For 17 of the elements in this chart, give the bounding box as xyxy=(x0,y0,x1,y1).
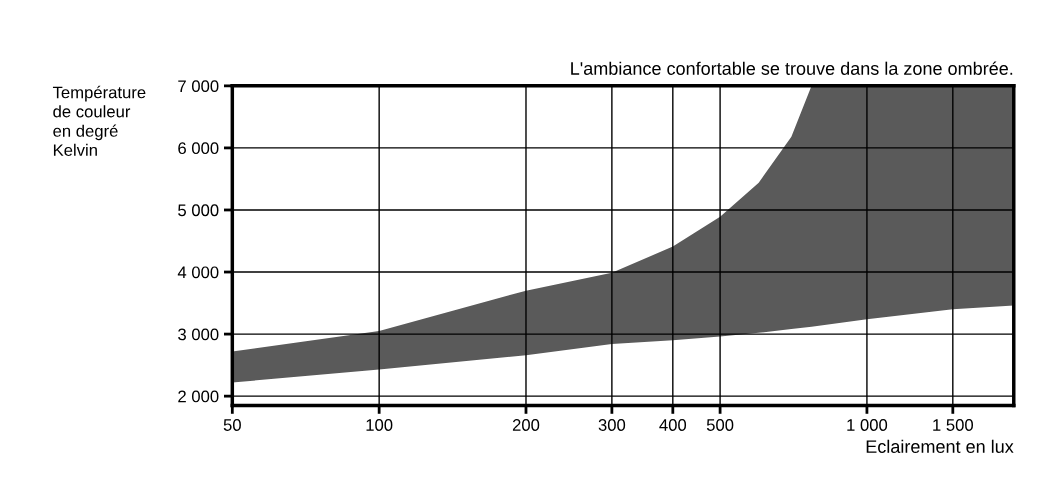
x-axis-title: Eclairement en lux xyxy=(866,439,1014,453)
x-tick-label: 500 xyxy=(706,419,734,431)
y-tick-label: 2 000 xyxy=(178,390,219,403)
y-tick-label: 7 000 xyxy=(178,80,219,93)
y-tick-label: 6 000 xyxy=(178,142,219,155)
x-tick-label: 100 xyxy=(366,419,393,431)
x-tick-label: 1 000 xyxy=(847,419,888,431)
chart-title: L'ambiance confortable se trouve dans la zone ombrée. xyxy=(571,61,1013,75)
y-tick-label: 3 000 xyxy=(178,328,219,341)
y-tick-label: 5 000 xyxy=(178,204,219,217)
x-tick-label: 400 xyxy=(659,419,687,431)
x-tick-label: 1 500 xyxy=(933,419,974,431)
y-axis-title: Température de couleur en degré Kelvin xyxy=(52,85,146,157)
x-tick-label: 300 xyxy=(598,419,626,431)
x-tick-label: 200 xyxy=(512,419,540,431)
y-tick-label: 4 000 xyxy=(177,266,219,279)
x-tick-label: 50 xyxy=(223,419,241,431)
